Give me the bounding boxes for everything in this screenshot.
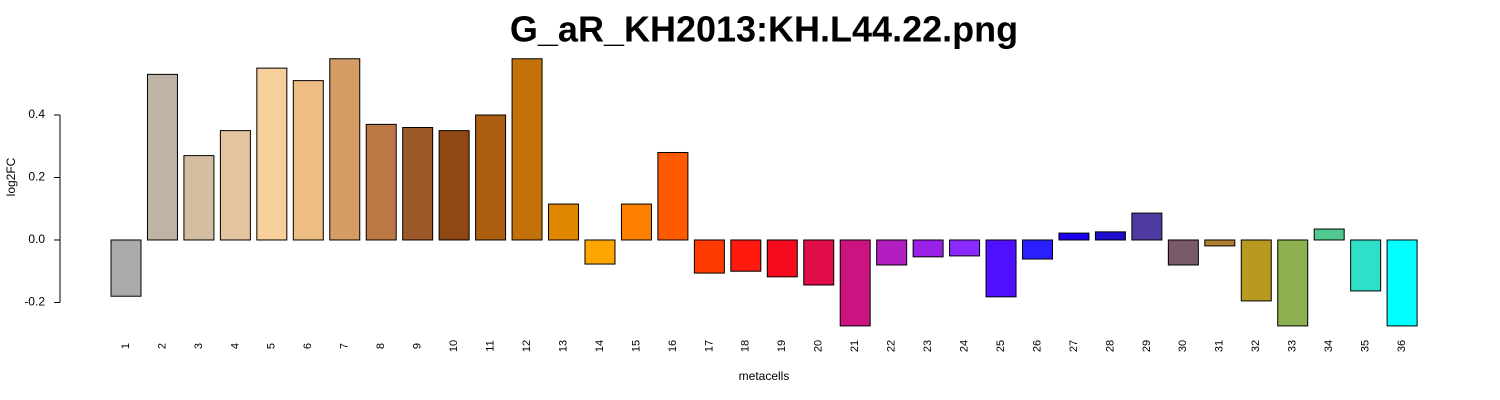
x-tick-label: 20 (813, 340, 825, 352)
x-tick-label: 19 (776, 340, 788, 352)
x-tick-label: 10 (448, 340, 460, 352)
bar (1131, 212, 1163, 241)
x-tick-label: 27 (1068, 340, 1080, 352)
y-tick-label: 0.2 (28, 170, 45, 184)
x-tick-label: 1 (120, 343, 132, 349)
bar (329, 58, 361, 241)
bar (292, 80, 324, 241)
x-tick-label: 11 (485, 340, 497, 351)
bar (219, 130, 251, 241)
x-tick-label: 30 (1177, 340, 1189, 352)
x-tick-label: 24 (958, 340, 970, 352)
x-tick-label: 32 (1250, 340, 1262, 352)
bar (876, 239, 908, 266)
bar (183, 155, 215, 241)
bar (839, 239, 871, 327)
bar (365, 123, 397, 241)
bar (438, 130, 470, 241)
x-tick-label: 15 (630, 340, 642, 352)
x-tick-label: 36 (1396, 340, 1408, 352)
x-tick-label: 23 (922, 340, 934, 352)
bar (949, 239, 981, 257)
bar (1204, 239, 1236, 247)
y-axis-label: log2FC (4, 157, 18, 196)
x-tick-label: 31 (1214, 340, 1226, 352)
x-tick-label: 33 (1287, 340, 1299, 352)
bar (402, 126, 434, 241)
x-tick-label: 7 (339, 343, 351, 349)
bar (146, 73, 178, 241)
bar (1240, 239, 1272, 302)
bar (1022, 239, 1053, 260)
y-tick-label: 0.4 (28, 107, 45, 121)
bar (620, 203, 652, 241)
bar (693, 239, 725, 274)
bar (475, 114, 507, 241)
x-tick-label: 2 (156, 343, 168, 349)
x-tick-label: 6 (302, 343, 314, 349)
bar (657, 151, 689, 241)
bar (912, 239, 944, 258)
bar (584, 239, 616, 265)
bar (548, 203, 580, 241)
x-tick-label: 4 (229, 343, 241, 349)
x-tick-label: 13 (557, 340, 569, 352)
x-tick-label: 26 (1031, 340, 1043, 352)
bar (1277, 239, 1309, 327)
bar (110, 239, 142, 297)
bar (1386, 239, 1418, 327)
x-tick-label: 35 (1360, 340, 1372, 352)
bar (803, 239, 835, 286)
x-tick-label: 5 (266, 343, 278, 349)
x-tick-label: 29 (1141, 340, 1153, 352)
bar (1094, 231, 1126, 241)
bar (730, 239, 762, 272)
bar (766, 239, 798, 278)
x-tick-label: 9 (412, 343, 424, 349)
chart-title: G_aR_KH2013:KH.L44.22.png (510, 9, 1018, 50)
x-tick-label: 21 (849, 340, 861, 352)
x-tick-label: 34 (1323, 340, 1335, 352)
bar (1313, 228, 1345, 241)
x-tick-label: 22 (886, 340, 898, 352)
x-tick-label: 18 (740, 340, 752, 352)
bar (1350, 239, 1382, 292)
bar (511, 58, 543, 241)
x-tick-label: 16 (667, 340, 679, 352)
x-tick-label: 12 (521, 340, 533, 352)
x-tick-label: 14 (594, 340, 606, 352)
x-tick-label: 25 (995, 340, 1007, 352)
x-axis-label: metacells (739, 369, 790, 383)
bar (1058, 232, 1090, 241)
y-tick-label: 0.0 (28, 232, 45, 246)
bar (985, 239, 1017, 298)
x-tick-label: 3 (193, 343, 205, 349)
y-tick-label: -0.2 (24, 295, 45, 309)
x-tick-label: 28 (1104, 340, 1116, 352)
bar (256, 67, 288, 241)
bar (1167, 239, 1199, 266)
x-tick-label: 17 (703, 340, 715, 352)
x-tick-label: 8 (375, 343, 387, 349)
